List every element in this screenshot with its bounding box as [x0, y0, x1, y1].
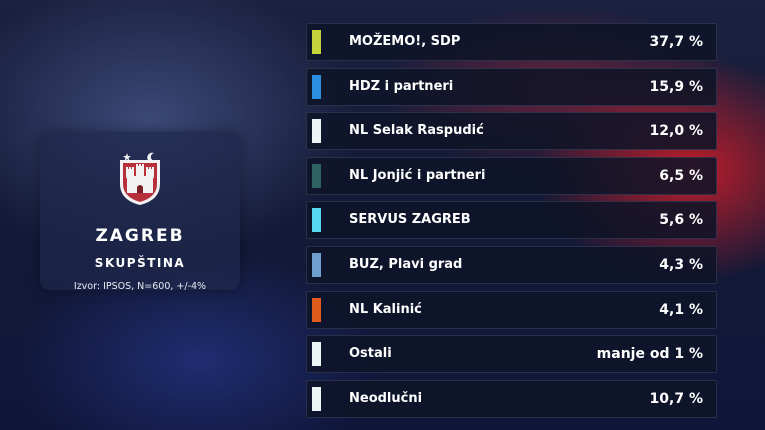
party-value: 4,3 % — [659, 256, 703, 273]
result-row: MOŽEMO!, SDP 37,7 % — [306, 23, 717, 61]
party-color — [312, 30, 321, 54]
party-value: 12,0 % — [649, 123, 703, 140]
party-value: manje od 1 % — [596, 346, 703, 363]
party-color — [312, 386, 321, 411]
result-row: BUZ, Plavi grad 4,3 % — [306, 245, 717, 284]
city-card: ZAGREB SKUPŠTINA Izvor: IPSOS, N=600, +/… — [40, 132, 240, 292]
party-value: 10,7 % — [649, 390, 703, 407]
party-value: 5,6 % — [659, 212, 703, 229]
party-color — [312, 252, 321, 277]
party-name: BUZ, Plavi grad — [349, 256, 463, 272]
body-name: SKUPŠTINA — [94, 256, 186, 270]
result-row: Ostali manje od 1 % — [306, 335, 717, 374]
party-color — [312, 342, 321, 367]
source-note: Izvor: IPSOS, N=600, +/-4% — [73, 281, 207, 292]
party-name: Ostali — [349, 346, 392, 362]
party-name: MOŽEMO!, SDP — [349, 34, 461, 49]
party-color — [312, 119, 321, 144]
party-name: NL Kalinić — [349, 301, 422, 317]
party-value: 15,9 % — [649, 78, 703, 95]
results-list: MOŽEMO!, SDP 37,7 % HDZ i partneri 15,9 % NL… — [306, 23, 717, 424]
party-value: 6,5 % — [659, 167, 703, 184]
party-value: 37,7 % — [649, 34, 703, 50]
party-color — [312, 163, 321, 188]
coat-of-arms — [120, 152, 160, 205]
party-name: SERVUS ZAGREB — [349, 212, 471, 228]
result-row: NL Jonjić i partneri 6,5 % — [306, 156, 717, 195]
result-row: NL Selak Raspudić 12,0 % — [306, 112, 717, 151]
result-row: Neodlučni 10,7 % — [306, 379, 717, 418]
party-color — [312, 297, 321, 322]
party-name: NL Jonjić i partneri — [349, 167, 486, 183]
party-color — [312, 208, 321, 233]
party-value: 4,1 % — [659, 301, 703, 318]
result-row: HDZ i partneri 15,9 % — [306, 67, 717, 106]
result-row: SERVUS ZAGREB 5,6 % — [306, 201, 717, 240]
party-name: NL Selak Raspudić — [349, 123, 484, 139]
result-row: NL Kalinić 4,1 % — [306, 290, 717, 329]
city-name: ZAGREB — [95, 226, 185, 246]
party-color — [312, 74, 321, 99]
party-name: HDZ i partneri — [349, 78, 454, 94]
party-name: Neodlučni — [349, 390, 423, 406]
